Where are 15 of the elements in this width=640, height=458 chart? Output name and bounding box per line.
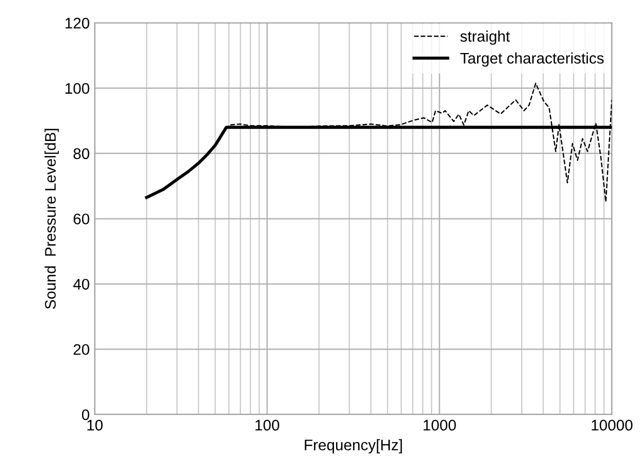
y-tick-label: 40 <box>73 278 90 290</box>
y-tick-label: 60 <box>74 214 90 224</box>
x-axis-title: Frequency[Hz] <box>304 439 402 454</box>
y-tick-label: 80 <box>74 148 90 160</box>
y-tick-label: 100 <box>66 83 90 94</box>
y-tick-label: 0 <box>82 409 90 420</box>
x-tick-label: 100 <box>256 420 280 431</box>
legend-label: straight <box>460 30 510 45</box>
y-tick-label: 20 <box>74 344 90 355</box>
x-tick-label: 10 <box>87 420 103 431</box>
y-tick-label: 120 <box>66 18 90 29</box>
legend-label: Target characteristics <box>460 52 604 67</box>
x-tick-label: 1000 <box>424 420 456 431</box>
x-tick-label: 10000 <box>592 420 632 431</box>
y-axis-title: Sound Pressure Level[dB] <box>44 128 59 309</box>
